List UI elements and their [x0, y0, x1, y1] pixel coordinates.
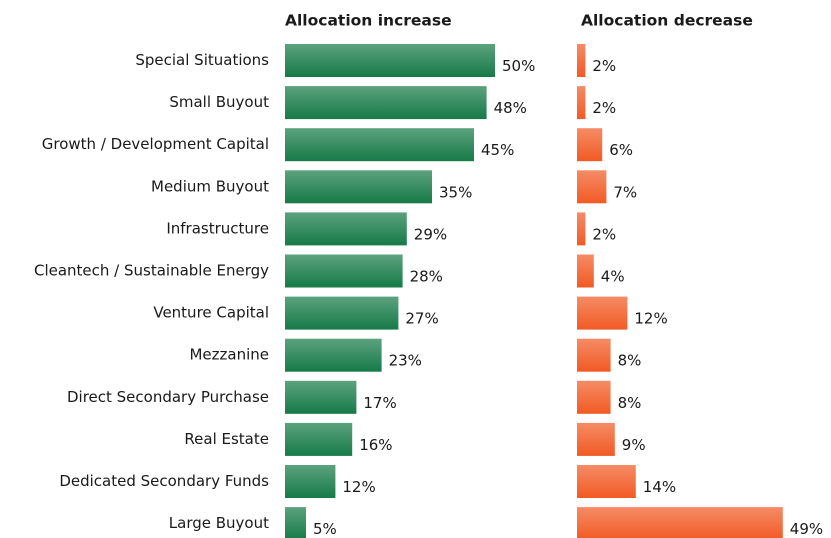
category-label: Growth / Development Capital	[42, 135, 269, 153]
bar	[285, 212, 407, 246]
bar	[285, 465, 336, 498]
value-label: 23%	[389, 352, 422, 370]
value-label: 2%	[592, 225, 616, 243]
bar	[577, 170, 607, 204]
bar	[285, 380, 357, 414]
bar	[285, 86, 487, 120]
category-label: Small Buyout	[169, 93, 269, 111]
value-label: 2%	[592, 99, 616, 117]
bar	[577, 128, 603, 162]
value-label: 48%	[494, 99, 527, 117]
value-label: 35%	[439, 183, 472, 201]
value-label: 6%	[609, 141, 633, 159]
bar	[577, 44, 586, 77]
bar	[285, 338, 382, 372]
category-label: Infrastructure	[166, 219, 269, 237]
category-label: Special Situations	[135, 51, 269, 69]
category-label: Venture Capital	[153, 304, 269, 322]
bar	[285, 422, 353, 456]
bar	[577, 86, 586, 120]
bar	[285, 128, 474, 162]
bar	[577, 296, 628, 330]
bar	[577, 254, 594, 288]
value-label: 8%	[618, 394, 642, 412]
category-label: Cleantech / Sustainable Energy	[34, 262, 269, 280]
value-label: 27%	[405, 310, 438, 328]
category-label: Medium Buyout	[151, 177, 269, 195]
panel-title: Allocation decrease	[581, 12, 753, 30]
value-label: 50%	[502, 57, 535, 75]
value-label: 17%	[363, 394, 396, 412]
bar	[285, 44, 495, 77]
category-label: Mezzanine	[189, 346, 269, 364]
bar	[285, 170, 432, 204]
bar	[577, 380, 611, 414]
bar	[285, 296, 399, 330]
value-label: 28%	[410, 268, 443, 286]
bar	[577, 422, 615, 456]
value-label: 4%	[601, 268, 625, 286]
value-label: 12%	[634, 310, 667, 328]
category-label: Large Buyout	[169, 514, 269, 532]
value-label: 49%	[790, 520, 823, 538]
value-label: 2%	[592, 57, 616, 75]
bar	[577, 507, 783, 538]
value-label: 8%	[618, 352, 642, 370]
category-label: Direct Secondary Purchase	[67, 388, 269, 406]
value-label: 7%	[613, 183, 637, 201]
bar	[577, 338, 611, 372]
value-label: 12%	[342, 478, 375, 496]
bar	[577, 465, 636, 498]
value-label: 14%	[643, 478, 676, 496]
category-label: Dedicated Secondary Funds	[59, 472, 269, 490]
bar	[285, 507, 306, 538]
value-label: 29%	[414, 225, 447, 243]
panel-title: Allocation increase	[285, 12, 452, 30]
bar	[577, 212, 586, 246]
value-label: 16%	[359, 436, 392, 454]
category-label: Real Estate	[184, 430, 269, 448]
bar	[285, 254, 403, 288]
value-label: 9%	[622, 436, 646, 454]
value-label: 5%	[313, 520, 337, 538]
value-label: 45%	[481, 141, 514, 159]
